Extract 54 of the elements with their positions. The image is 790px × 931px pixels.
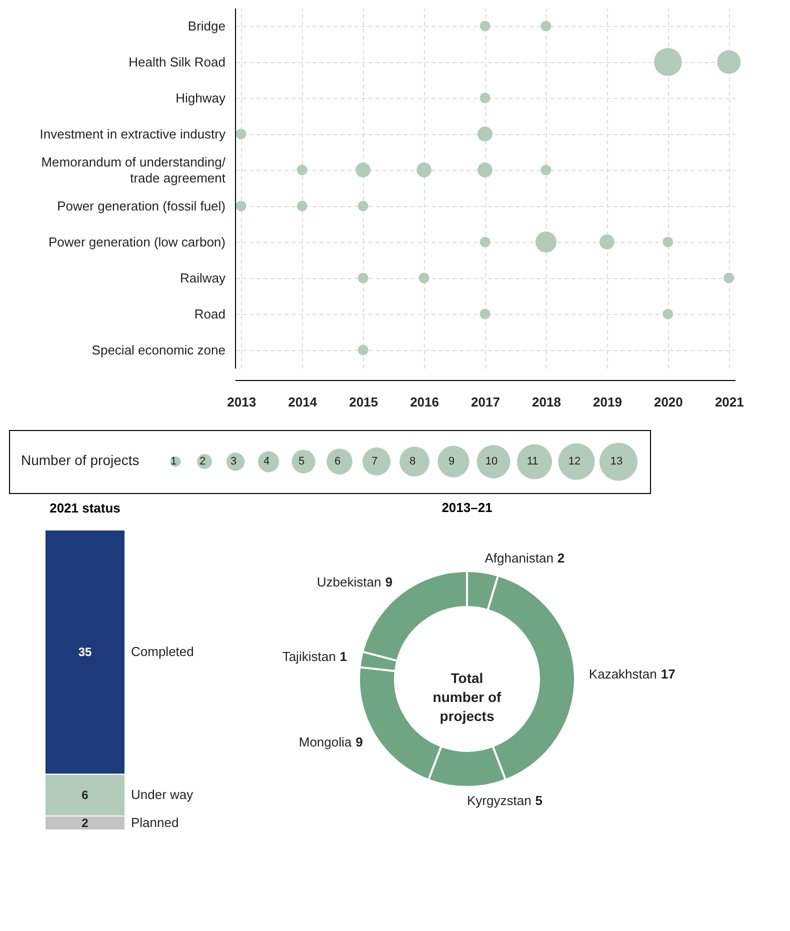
legend-label: 2 [199, 456, 206, 468]
x-tick-label: 2021 [714, 394, 744, 410]
x-tick-label: 2013 [227, 394, 256, 410]
slice-label: Kazakhstan [588, 666, 657, 682]
data-label: 35 [78, 645, 92, 660]
slice-label: Mongolia [298, 734, 352, 750]
chart-title: 2013–21 [442, 500, 492, 515]
slice-label: Afghanistan [484, 550, 554, 566]
legend-label: 11 [526, 456, 538, 468]
slice-label: Kyrgyzstan [467, 793, 532, 808]
legend-label: 3 [230, 456, 237, 468]
legend-label: 7 [371, 456, 378, 468]
legend-label: 8 [409, 456, 416, 468]
legend-title: Number of projects [21, 452, 140, 468]
legend-label: 12 [568, 456, 581, 468]
x-tick-label: 2015 [349, 394, 378, 410]
y-tick-label: Power generation (fossil fuel) [57, 198, 226, 214]
legend-label: 1 [170, 456, 177, 468]
legend-label: 6 [334, 456, 341, 468]
y-tick-label: Road [194, 306, 226, 322]
y-tick-label: Memorandum of understanding/ trade agreement [41, 154, 226, 186]
legend-label: 10 [485, 456, 498, 468]
data-label: 9 [385, 574, 392, 590]
y-tick-label: Bridge [188, 18, 226, 34]
legend-label: 9 [448, 456, 455, 468]
x-tick-label: 2017 [471, 394, 500, 410]
data-label: 5 [535, 793, 543, 808]
y-tick-label: Railway [180, 270, 226, 286]
data-label: 2 [557, 550, 565, 566]
data-label: 17 [660, 666, 676, 682]
data-label: 9 [356, 734, 363, 750]
legend-label: 5 [298, 456, 305, 468]
slice-label: Tajikistan [282, 648, 336, 664]
slice-label: Uzbekistan [316, 574, 382, 590]
y-tick-label: Special economic zone [92, 342, 226, 358]
data-label: 6 [82, 788, 89, 802]
legend-label: 4 [263, 456, 270, 468]
data-label: 1 [340, 648, 348, 664]
series-label: Planned [131, 815, 179, 830]
y-tick-label: Health Silk Road [128, 54, 226, 70]
text: Total number of projects [432, 670, 502, 724]
x-tick-label: 2019 [592, 394, 622, 410]
y-tick-label: Power generation (low carbon) [48, 234, 226, 250]
series-label: Completed [131, 644, 194, 660]
series-label: Under way [131, 787, 194, 802]
x-tick-label: 2014 [288, 394, 318, 410]
y-tick-label: Highway [176, 90, 226, 106]
x-tick-label: 2020 [654, 394, 683, 410]
x-tick-label: 2018 [532, 394, 561, 410]
legend-label: 13 [610, 456, 623, 468]
y-tick-label: Investment in extractive industry [40, 126, 226, 142]
chart-title: 2021 status [50, 500, 120, 516]
x-tick-label: 2016 [410, 394, 439, 410]
data-label: 2 [82, 816, 89, 830]
